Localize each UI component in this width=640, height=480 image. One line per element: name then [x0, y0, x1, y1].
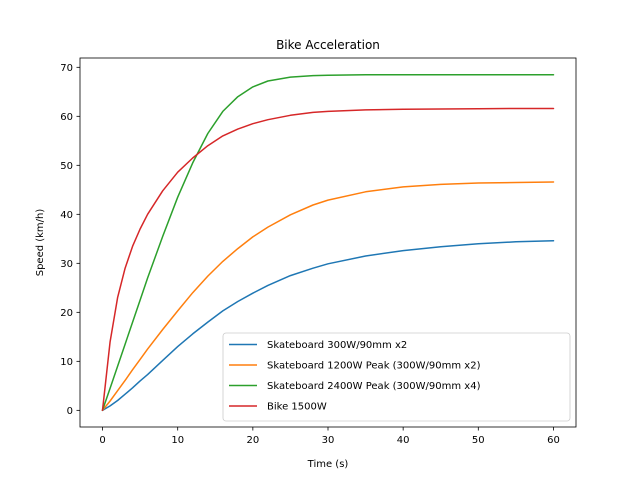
series-lines — [101, 73, 555, 412]
y-tick-label: 50 — [60, 161, 73, 172]
y-tick-label: 60 — [60, 112, 73, 123]
y-tick-label: 70 — [60, 63, 73, 74]
legend-label-4: Bike 1500W — [267, 402, 327, 413]
y-tick-label: 0 — [67, 406, 73, 417]
x-axis-label: Time (s) — [307, 459, 349, 470]
series-line-4 — [101, 107, 555, 412]
y-axis: 0 10 20 30 40 50 60 70 — [60, 63, 80, 417]
y-tick-label: 10 — [60, 357, 73, 368]
series-line-1 — [101, 240, 555, 412]
y-tick-label: 20 — [60, 308, 73, 319]
chart-title: Bike Acceleration — [276, 38, 380, 52]
x-tick-label: 30 — [322, 435, 335, 446]
x-tick-label: 10 — [171, 435, 184, 446]
legend: Skateboard 300W/90mm x2 Skateboard 1200W … — [222, 332, 571, 422]
x-tick-label: 20 — [246, 435, 259, 446]
series-line-3 — [101, 73, 555, 412]
x-tick-label: 60 — [547, 435, 560, 446]
y-tick-label: 40 — [60, 210, 73, 221]
x-tick-label: 50 — [472, 435, 485, 446]
legend-label-1: Skateboard 300W/90mm x2 — [267, 340, 407, 351]
y-axis-label: Speed (km/h) — [35, 209, 46, 277]
x-tick-label: 0 — [99, 435, 105, 446]
series-line-2 — [101, 181, 555, 412]
y-tick-label: 30 — [60, 259, 73, 270]
legend-label-2: Skateboard 1200W Peak (300W/90mm x2) — [267, 361, 481, 372]
legend-box — [222, 332, 571, 422]
legend-label-3: Skateboard 2400W Peak (300W/90mm x4) — [267, 381, 481, 392]
x-tick-label: 40 — [397, 435, 410, 446]
x-axis: 0 10 20 30 40 50 60 — [99, 427, 560, 446]
